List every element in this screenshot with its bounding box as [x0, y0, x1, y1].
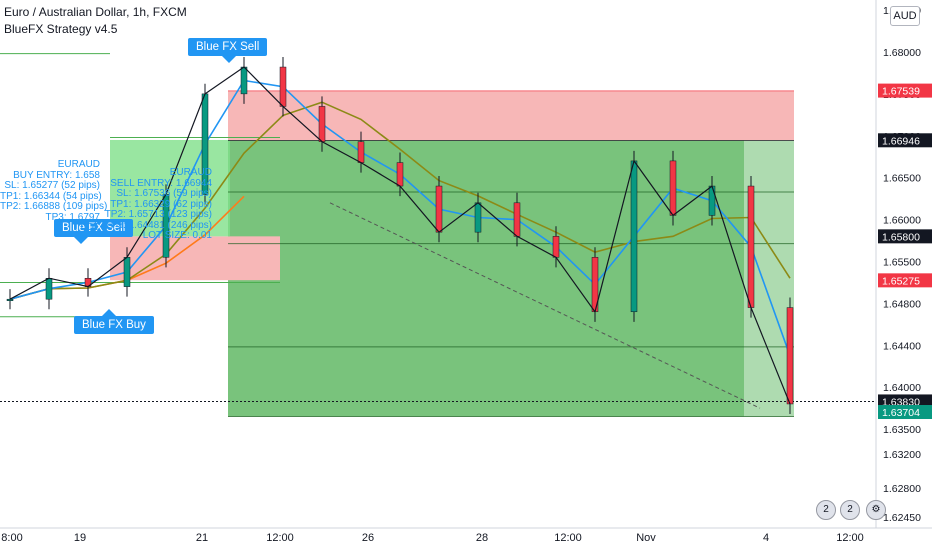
y-tick-label: 1.66500	[883, 173, 921, 185]
candle-body	[6, 298, 14, 301]
candle-body	[279, 66, 287, 107]
candle-body	[474, 202, 482, 233]
price-tag-label: 1.65275	[882, 275, 920, 287]
time-axis	[0, 528, 932, 550]
price-tag-label: 1.65800	[882, 231, 920, 243]
price-line	[9, 66, 791, 405]
sell-info-line: TP1: 1.66329 (62 pips)	[110, 198, 212, 210]
x-tick-label: 12:00	[266, 532, 294, 544]
candle-body	[357, 141, 365, 163]
price-tag	[878, 394, 932, 409]
candle-body	[318, 106, 326, 142]
y-tick-label: 1.63200	[883, 449, 921, 461]
x-tick-label: 12:00	[836, 532, 864, 544]
price-tag	[878, 83, 932, 98]
candle-body	[630, 160, 638, 313]
candle-body	[786, 307, 794, 405]
sell-info-line: LOT SIZE: 0.01	[142, 230, 212, 241]
y-tick-label: 1.64000	[883, 382, 921, 394]
settings-icon[interactable]: ⚙	[866, 500, 886, 520]
y-tick-label: 1.64800	[883, 298, 921, 310]
indicator-name: BlueFX Strategy v4.5	[4, 22, 118, 36]
palette-icon-count: 2	[847, 504, 853, 515]
y-tick-label: 1.66000	[883, 215, 921, 227]
blue-fx-sell-callout-left: Blue FX Sell	[54, 219, 134, 244]
x-tick-label: 8:00	[1, 532, 22, 544]
ema-slow-line	[9, 101, 791, 300]
y-tick-label: 1.62450	[883, 512, 921, 524]
sell-profit-zone	[228, 140, 744, 417]
blue-fx-sell-callout: Blue FX Sell	[188, 38, 268, 63]
chart-title: Euro / Australian Dollar, 1h, FXCM	[4, 5, 187, 19]
price-tag-label: 1.66946	[882, 135, 920, 147]
candle-body	[708, 185, 716, 216]
y-tick-label: 1.63500	[883, 424, 921, 436]
candle-body	[240, 66, 248, 95]
buy-info-panel: EURAUD BUY ENTRY: 1.658 SL: 1.65277 (52 …	[0, 159, 108, 234]
candle-body	[45, 277, 53, 300]
candle-body	[513, 202, 521, 237]
sell-info-line: SELL ENTRY: 1.66944	[110, 177, 212, 189]
buy-info-line: TP2: 1.66888 (109 pips)	[0, 201, 108, 212]
x-tick-label: 4	[763, 532, 769, 544]
y-tick-label: 1.64400	[883, 340, 921, 352]
buy-info-line: TP3: 1.6797	[45, 211, 100, 223]
trend-dashed-line	[329, 202, 761, 409]
y-tick-label: 1.62800	[883, 483, 921, 495]
candle-body	[123, 257, 131, 287]
candle-body	[747, 185, 755, 308]
x-tick-label: 12:00	[554, 532, 582, 544]
candle-body	[669, 160, 677, 216]
price-tag	[878, 273, 932, 288]
price-tag-label: 1.67539	[882, 86, 920, 98]
sell-info-line: TP3: 1.64481 (246 pips)	[104, 219, 212, 231]
price-tag	[878, 133, 932, 148]
buy-info-line: LOT	[80, 222, 100, 233]
price-tag	[878, 405, 932, 420]
palette-icon-count: 2	[823, 504, 829, 515]
palette-icon[interactable]: 2	[816, 500, 836, 520]
x-tick-label: 28	[476, 532, 488, 544]
y-tick-label: 1.68000	[883, 47, 921, 59]
x-tick-label: 19	[74, 532, 86, 544]
buy-info-line: EURAUD	[57, 159, 100, 170]
buy-info-line: SL: 1.65277 (52 pips)	[4, 180, 100, 191]
x-tick-label: 21	[196, 532, 208, 544]
candle-body	[552, 236, 560, 258]
candle-body	[435, 185, 443, 233]
buy-info-line: BUY ENTRY: 1.658	[13, 169, 100, 181]
sell-info-line: TP2: 1.65713 (123 pips)	[104, 209, 212, 220]
sell-info-panel: EURAUD SELL ENTRY: 1.66944 SL: 1.67536 (…	[100, 167, 212, 242]
buy-info-line: TP1: 1.66344 (54 pips)	[0, 190, 102, 202]
price-tag-label: 1.63704	[882, 407, 920, 419]
sell-info-line: SL: 1.67536 (59 pips)	[116, 188, 212, 199]
x-tick-label: Nov	[636, 532, 656, 544]
blue-fx-buy-callout: Blue FX Buy	[74, 309, 154, 334]
x-tick-label: 26	[362, 532, 374, 544]
sell-info-line: EURAUD	[169, 167, 212, 178]
y-tick-label: 1.65500	[883, 256, 921, 268]
currency-button[interactable]: AUD	[890, 6, 920, 26]
candle-body	[396, 162, 404, 187]
palette-icon[interactable]: 2	[840, 500, 860, 520]
price-tag	[878, 229, 932, 244]
